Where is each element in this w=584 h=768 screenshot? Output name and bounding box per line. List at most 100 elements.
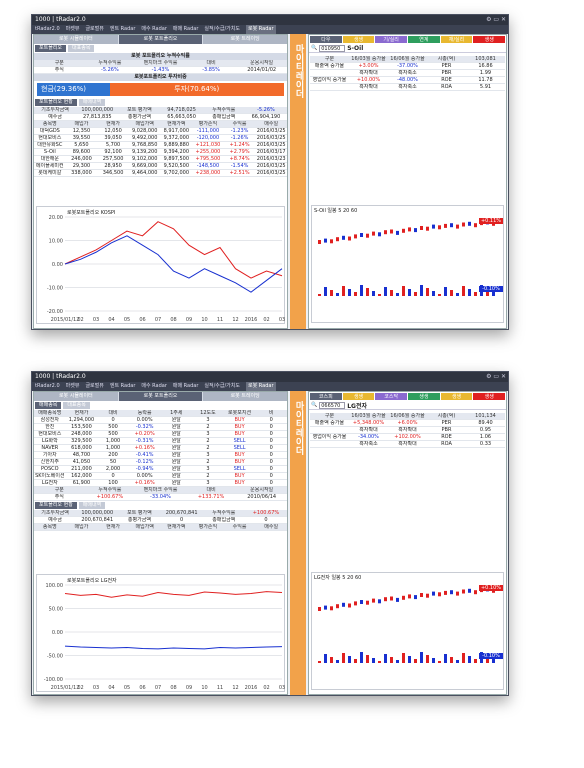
trade-row[interactable]: 한진 153,500 500 -0.32% 원달 2 BUY 0 bbox=[34, 424, 287, 431]
robot-tab-1[interactable]: 로봇 포트폴리오 bbox=[118, 35, 203, 44]
trade-row-cell: 신한지주 bbox=[40, 459, 60, 465]
x-tick-label: 12 bbox=[232, 317, 238, 323]
trade-row-cell: 211,000 bbox=[71, 466, 92, 472]
stock-row-cell: 2016/03/25 bbox=[256, 170, 286, 176]
trade-header-cell: 현재가 bbox=[74, 410, 89, 416]
trade-row[interactable]: 신한지주 41,050 50 -0.12% 원달 2 BUY 0 bbox=[34, 459, 287, 466]
trade-row-cell: 248,000 bbox=[71, 431, 92, 437]
candle bbox=[390, 229, 393, 234]
metric-row[interactable]: 영업이익 증가율 +10.00% -48.00% ROE 11.78 bbox=[310, 77, 505, 84]
market-tab-5[interactable]: 생생 bbox=[473, 36, 506, 43]
trade-row[interactable]: POSCO 211,000 2,000 -0.94% 원달 3 SELL 0 bbox=[34, 466, 287, 473]
metric-row[interactable]: 흑자확대 흑자확대 PBR 0.95 bbox=[310, 427, 505, 434]
market-tab-2[interactable]: 코스닥 bbox=[375, 393, 408, 400]
robot-tab-0[interactable]: 로봇 시뮬레이터 bbox=[34, 35, 118, 44]
summary-cell: 포트 평가액 bbox=[127, 510, 152, 516]
metric-row[interactable]: 흑자확대 흑자축소 PBR 1.99 bbox=[310, 70, 505, 77]
menu-item-1[interactable]: 마켓뷰 bbox=[65, 383, 80, 389]
trade-row[interactable]: 현대모비스 248,000 500 +0.20% 원달 3 BUY 0 bbox=[34, 431, 287, 438]
menu-item-4[interactable]: 매수 Radar bbox=[141, 383, 167, 389]
market-tab-5[interactable]: 생생 bbox=[473, 393, 506, 400]
menu-item-6[interactable]: 실적/수급/가치도 bbox=[204, 383, 240, 389]
menu-item-4[interactable]: 매수 Radar bbox=[141, 26, 167, 32]
window-controls[interactable]: ⚙ ▭ ✕ bbox=[486, 16, 506, 23]
title-bar[interactable]: 1000 | tRadar2.0 ⚙ ▭ ✕ bbox=[32, 15, 508, 25]
menu-item-2[interactable]: 글로벌뷰 bbox=[85, 383, 104, 389]
metric-row-cell: 흑자축소 bbox=[398, 70, 417, 76]
candle bbox=[444, 223, 447, 228]
market-tab-0[interactable]: 다우 bbox=[310, 36, 342, 43]
sub-tab-0[interactable]: 포트폴리오 bbox=[35, 45, 67, 52]
sub-tab-1[interactable]: 대표종목 bbox=[63, 402, 90, 409]
code-input[interactable]: 010950 bbox=[319, 44, 346, 52]
status-tab-1[interactable]: 매매내역 bbox=[78, 502, 106, 509]
code-input[interactable]: 066570 bbox=[319, 401, 346, 409]
stock-row-cell: 메이플세미컨 bbox=[36, 163, 64, 169]
trade-row-cell: 200 bbox=[108, 452, 118, 458]
stock-row[interactable]: S-Oil 89,600 92,100 9,139,200 9,394,200 +255,… bbox=[34, 149, 287, 156]
trade-row[interactable]: LG전자 61,900 100 +0.16% 원달 3 BUY 0 bbox=[34, 480, 287, 487]
sub-tab-0[interactable]: 매매종목 bbox=[35, 402, 62, 409]
return-header-cell: 벤치마크 수익률 bbox=[143, 487, 178, 493]
trade-row-cell: POSCO bbox=[41, 466, 59, 472]
trade-row[interactable]: 삼성전자 1,294,000 0 0.00% 원달 3 BUY 0 bbox=[34, 417, 287, 424]
search-icon[interactable]: 🔍 bbox=[311, 402, 318, 408]
stock-row-cell: 9,702,000 bbox=[163, 170, 190, 176]
status-tab-1[interactable]: 매매내역 bbox=[78, 99, 106, 106]
market-tab-2[interactable]: 기/실리 bbox=[375, 36, 408, 43]
stock-row[interactable]: 대한해운 246,000 257,500 9,102,000 9,897,500 +795… bbox=[34, 156, 287, 163]
trade-row-cell: 0 bbox=[269, 438, 273, 444]
metric-row[interactable]: 매출액 증가율 +3.00% -37.00% PER 16.86 bbox=[310, 63, 505, 70]
menu-item-2[interactable]: 글로벌뷰 bbox=[85, 26, 104, 32]
window-controls[interactable]: ⚙ ▭ ✕ bbox=[486, 373, 506, 380]
metric-row[interactable]: 흑자축소 흑자확대 ROA 0.33 bbox=[310, 441, 505, 448]
metric-row-cell bbox=[310, 427, 349, 433]
robot-tab-2[interactable]: 로봇 트레이딩 bbox=[203, 392, 288, 401]
menu-item-0[interactable]: tRadar2.0 bbox=[35, 383, 60, 389]
candle bbox=[366, 233, 369, 238]
status-tab-0[interactable]: 포트폴리오 현황 bbox=[35, 99, 77, 106]
trade-row-cell: BUY bbox=[234, 431, 245, 437]
menu-item-1[interactable]: 마켓뷰 bbox=[65, 26, 80, 32]
menu-item-7[interactable]: 로봇 Radar bbox=[245, 25, 276, 34]
menu-item-7[interactable]: 로봇 Radar bbox=[245, 382, 276, 391]
market-tab-4[interactable]: 생생 bbox=[440, 393, 473, 400]
trade-row[interactable]: LG화학 329,500 1,000 -0.31% 원달 2 SELL 0 bbox=[34, 438, 287, 445]
market-tab-0[interactable]: 코스피 bbox=[310, 393, 342, 400]
menu-item-5[interactable]: 매매 Radar bbox=[172, 26, 199, 32]
return-header-cell: 구분 bbox=[54, 487, 64, 493]
market-tab-1[interactable]: 생생 bbox=[342, 393, 375, 400]
market-tab-1[interactable]: 생생 bbox=[342, 36, 375, 43]
stock-name: LG전자 bbox=[347, 402, 368, 410]
trade-row[interactable]: 기아차 48,700 200 -0.41% 원달 3 BUY 0 bbox=[34, 452, 287, 459]
stock-row[interactable]: 현대모비스 39,550 39,050 9,492,000 9,372,000 -120,… bbox=[34, 135, 287, 142]
candle bbox=[330, 239, 333, 244]
metric-row[interactable]: 영업이익 증가율 -34.00% +102.00% ROE 1.06 bbox=[310, 434, 505, 441]
stock-row[interactable]: 대한유화SC 5,650 5,700 9,768,850 9,889,880 +121,0… bbox=[34, 142, 287, 149]
menu-item-6[interactable]: 실적/수급/가치도 bbox=[204, 26, 240, 32]
stock-row[interactable]: 대덕GDS 12,350 12,050 9,028,000 8,917,000 -111,… bbox=[34, 128, 287, 135]
metric-row[interactable]: 매출액 증가율 +5,348.00% +6.00% PER 89.40 bbox=[310, 420, 505, 427]
menu-item-3[interactable]: 엔트 Radar bbox=[109, 383, 136, 389]
sub-tab-1[interactable]: 대표종목 bbox=[68, 45, 95, 52]
market-tab-3[interactable]: 연계 bbox=[408, 36, 440, 43]
stock-row[interactable]: 메이플세미컨 29,300 28,950 9,669,000 9,520,500 -148… bbox=[34, 163, 287, 170]
menu-item-0[interactable]: tRadar2.0 bbox=[35, 26, 60, 32]
robot-tab-2[interactable]: 로봇 트레이딩 bbox=[203, 35, 288, 44]
metric-row[interactable]: 흑자확대 흑자축소 ROA 5.91 bbox=[310, 84, 505, 91]
robot-tab-1[interactable]: 로봇 포트폴리오 bbox=[118, 392, 203, 401]
stock-row[interactable]: 롯데케미칼 338,000 346,500 9,464,000 9,702,000 +23… bbox=[34, 170, 287, 177]
volume-bar bbox=[354, 659, 357, 663]
menu-item-3[interactable]: 엔트 Radar bbox=[109, 26, 136, 32]
market-tab-3[interactable]: 생생 bbox=[408, 393, 440, 400]
trade-row[interactable]: SK이노베이션 162,000 0 0.00% 원달 2 BUY 0 bbox=[34, 473, 287, 480]
market-tab-4[interactable]: 재/실리 bbox=[440, 36, 473, 43]
robot-tab-0[interactable]: 로봇 시뮬레이터 bbox=[34, 392, 118, 401]
menu-item-5[interactable]: 매매 Radar bbox=[172, 383, 199, 389]
trade-row[interactable]: NAVER 618,000 1,000 +0.16% 원달 2 SELL 0 bbox=[34, 445, 287, 452]
search-icon[interactable]: 🔍 bbox=[311, 45, 318, 51]
metric-row-cell: +6.00% bbox=[397, 420, 418, 426]
x-tick-label: 02 bbox=[77, 685, 83, 691]
title-bar[interactable]: 1000 | tRadar2.0 ⚙ ▭ ✕ bbox=[32, 372, 508, 382]
status-tab-0[interactable]: 포트폴리오 현황 bbox=[35, 502, 77, 509]
